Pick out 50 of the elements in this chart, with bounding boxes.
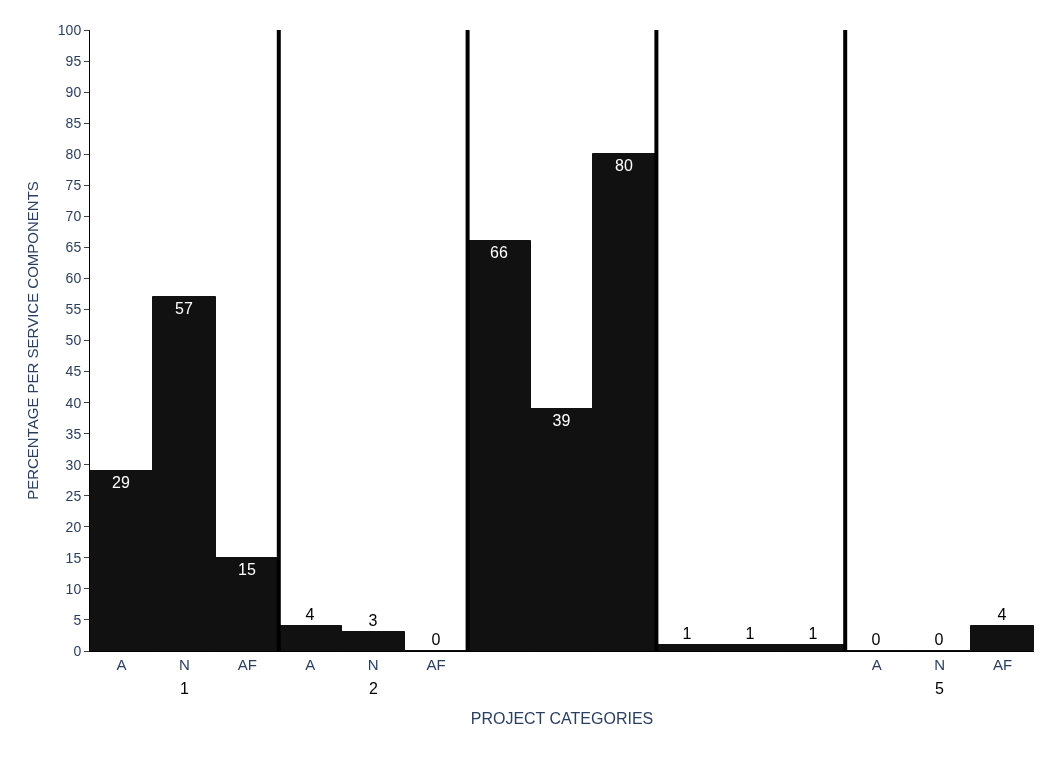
y-tick-label: 70 — [65, 208, 82, 225]
data-label: 0 — [431, 630, 441, 648]
y-tick-label: 60 — [65, 270, 82, 287]
x-tick-label: N — [367, 656, 379, 673]
data-label: 66 — [490, 243, 508, 261]
y-axis-title: PERCENTAGE PER SERVICE COMPONENTS — [24, 181, 42, 500]
y-tick-label: 45 — [65, 363, 82, 380]
data-label: 0 — [871, 630, 881, 648]
text: 2 — [369, 680, 378, 697]
data-label: 57 — [175, 299, 193, 317]
data-label: 4 — [305, 605, 315, 623]
x-axis-title: PROJECT CATEGORIES — [470, 709, 654, 727]
y-tick-label: 40 — [65, 394, 82, 411]
y-tick-label: 80 — [65, 146, 82, 163]
data-label: 29 — [112, 473, 130, 491]
x-tick-label: N — [934, 656, 946, 673]
y-tick-label: 50 — [65, 332, 82, 349]
y-tick-label: 100 — [57, 21, 82, 38]
x-tick-label: A — [305, 656, 316, 673]
x-tick-label: AF — [992, 656, 1013, 673]
y-tick-label: 95 — [65, 52, 82, 69]
y-tick-label: 65 — [65, 239, 82, 256]
x-tick-label: A — [871, 656, 882, 673]
data-label: 1 — [745, 624, 755, 642]
text: 5 — [935, 680, 944, 697]
x-tick-label: AF — [237, 656, 257, 673]
y-tick-label: 10 — [65, 580, 82, 597]
data-label: 0 — [934, 630, 944, 648]
y-tick-label: 25 — [65, 487, 82, 504]
data-label: 1 — [808, 624, 818, 642]
y-tick-label: 30 — [65, 456, 82, 473]
x-tick-label: AF — [426, 656, 446, 673]
data-label: 4 — [997, 605, 1007, 623]
y-tick-label: 75 — [65, 177, 82, 194]
data-label: 80 — [615, 156, 633, 174]
data-label: 3 — [368, 611, 378, 629]
y-tick-label: 90 — [65, 84, 82, 100]
y-tick-label: 0 — [73, 642, 82, 659]
data-label: 39 — [552, 411, 571, 429]
y-tick-label: 35 — [65, 425, 82, 442]
x-tick-label: N — [178, 656, 190, 673]
y-tick-label: 15 — [65, 549, 82, 566]
y-tick-label: 20 — [65, 518, 82, 535]
x-tick-label: A — [116, 656, 127, 673]
data-label: 15 — [238, 560, 256, 578]
y-tick-label: 85 — [65, 115, 82, 132]
y-tick-label: 55 — [65, 301, 82, 318]
text: 1 — [180, 680, 189, 697]
y-tick-label: 5 — [73, 611, 82, 628]
data-label: 1 — [682, 624, 692, 642]
